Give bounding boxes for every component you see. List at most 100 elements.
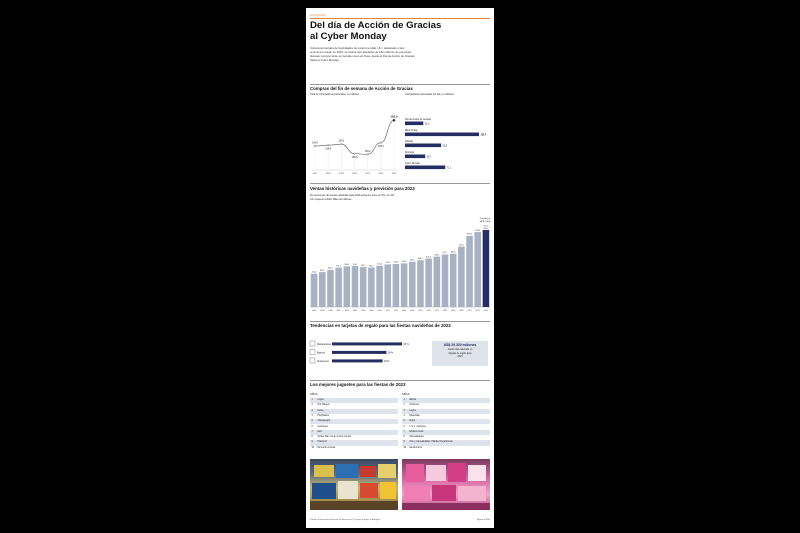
tick-label: 2017 <box>435 310 439 312</box>
data-point <box>366 153 369 156</box>
list-item: 2 Hot Wheels <box>310 403 398 409</box>
bar <box>405 143 442 148</box>
callout-line: tarjetas de regalo para <box>448 352 472 355</box>
toy-name: Manualidades <box>409 436 424 439</box>
data-label: 158,2 <box>365 151 371 153</box>
toy-name: Nintendo consola <box>317 446 336 449</box>
tick-label: 2005 <box>337 310 341 312</box>
bar <box>405 154 426 159</box>
data-label: 182,0 <box>391 114 398 118</box>
tick-label: 2016 <box>427 310 431 312</box>
bar <box>368 267 375 307</box>
data-label: 492,5 <box>369 265 374 267</box>
girls-toy-list: 1 Barbie 2 Muñecas 3 Legos 4 Maquillaje 5 Ropa 6 L.… <box>402 398 490 452</box>
rank-number: 7 <box>403 430 405 433</box>
tick-label: 2002 <box>312 310 316 312</box>
list-item: 10 Electrónicos <box>402 445 490 451</box>
bar <box>332 359 383 363</box>
data-label: 36 % <box>404 344 409 346</box>
bar <box>400 263 408 307</box>
girls-header: NIÑAS <box>402 393 410 396</box>
intro-line: económico anual; en 2023, se estima que … <box>310 50 411 54</box>
bar <box>449 253 457 307</box>
category-icon <box>309 357 316 364</box>
tick-label: 2008 <box>361 310 365 312</box>
tick-label: 2018 <box>443 310 447 312</box>
toy-name: Nerf <box>317 430 322 433</box>
toy-name: Electrónicos <box>409 446 423 449</box>
data-label: 158,6 <box>352 157 358 159</box>
section4-title: Los mejores juguetes para las fiestas de… <box>310 382 406 387</box>
data-label: 165,3 <box>338 141 344 143</box>
forecast-range: +3 % - 4 % <box>480 220 491 223</box>
list-item: 5 Ropa <box>402 419 490 425</box>
tick-label: 2021 <box>467 310 471 312</box>
bar <box>335 267 342 307</box>
toy-name: Ropa <box>409 420 416 423</box>
data-label: 513,1 <box>353 264 358 266</box>
toy-name: Spider-Man / auto control remoto <box>317 436 352 439</box>
category-label: Bancos <box>317 351 326 354</box>
rank-number: 1 <box>403 399 405 401</box>
data-label: 565,5 <box>410 260 415 262</box>
callout-line: Gasto total esperado en <box>447 349 473 351</box>
bar <box>458 246 465 307</box>
toy-name: Arte y manualidades / Barbie Dreamhouse <box>409 441 453 444</box>
category-label: Black Friday <box>405 129 418 132</box>
boys-toys-photo <box>310 459 398 510</box>
rank-number: 2 <box>311 404 313 407</box>
data-label: 532,1 <box>385 262 390 264</box>
bar <box>319 272 326 307</box>
data-label: 936,3 <box>475 230 480 232</box>
toy-name: PlayStation <box>317 414 330 417</box>
data-label: 657,1 <box>443 252 448 254</box>
rank-number: 8 <box>403 436 405 439</box>
data-label: 35,7 <box>427 157 432 159</box>
list-item: 4 Maquillaje <box>402 413 490 420</box>
section2-title: Ventas históricas navideñas y previsión … <box>310 186 415 191</box>
bar <box>376 265 383 307</box>
rank-number: 4 <box>311 414 313 417</box>
toy-name: Pokémon <box>317 441 328 444</box>
section1-right-subtitle: Compradores potenciales por día, en mill… <box>405 93 455 96</box>
list-item: 3 Autos <box>310 408 398 414</box>
title-line-1: Del día de Acción de Gracias <box>310 20 442 31</box>
section1-left-subtitle: Total de compradores potenciales, en mil… <box>310 93 360 96</box>
data-label: 164,0 <box>312 143 318 145</box>
intro-line: hasta el Cyber Monday. <box>310 58 340 62</box>
shoppers-line-chart: 164,0 2017 164,6 2018 165,3 2019 158,6 2020 158,… <box>311 114 398 175</box>
list-item: 4 PlayStation <box>310 413 398 420</box>
tick-label: 2012 <box>394 310 398 312</box>
tick-label: 2009 <box>369 310 373 312</box>
rank-number: 4 <box>403 414 405 417</box>
rank-number: 5 <box>403 420 405 423</box>
list-item: 5 Videojuegos <box>310 419 398 425</box>
toy-name: Muñecas <box>409 404 419 407</box>
category-icon <box>309 340 316 347</box>
list-item: 1 Barbie <box>402 398 490 404</box>
list-item: 8 Manualidades <box>402 435 490 441</box>
data-label: 514,4 <box>377 264 382 266</box>
tick-label: 2007 <box>353 310 357 312</box>
callout-value: US$ 29.300 millones <box>443 343 477 347</box>
data-point <box>392 118 396 122</box>
tick-label: 2020 <box>352 173 358 175</box>
list-item: 2 Muñecas <box>402 403 490 409</box>
toy-name: Videojuegos <box>317 420 331 423</box>
toy-name: Maquillaje <box>409 414 420 417</box>
data-point <box>379 141 382 144</box>
toy-name: Barbie <box>409 399 417 401</box>
data-label: 32,3 <box>425 124 430 126</box>
data-label: 71,1 <box>447 168 452 170</box>
data-label: 966,6 <box>484 228 489 230</box>
toy-name: Hot Wheels <box>317 404 330 407</box>
infographic-sheet: ECONOMÍA Del día de Acción de Gracias al… <box>306 8 494 528</box>
data-point <box>340 143 343 146</box>
toy-name: L.O.L. muñecas <box>409 425 426 428</box>
data-label: 416,4 <box>312 271 317 273</box>
category-label: Restaurantes <box>317 343 332 346</box>
data-label: 436,2 <box>320 270 325 272</box>
toy-name: Legos <box>409 409 416 412</box>
rank-number: 10 <box>403 446 407 449</box>
list-item: 9 Pokémon <box>310 440 398 446</box>
